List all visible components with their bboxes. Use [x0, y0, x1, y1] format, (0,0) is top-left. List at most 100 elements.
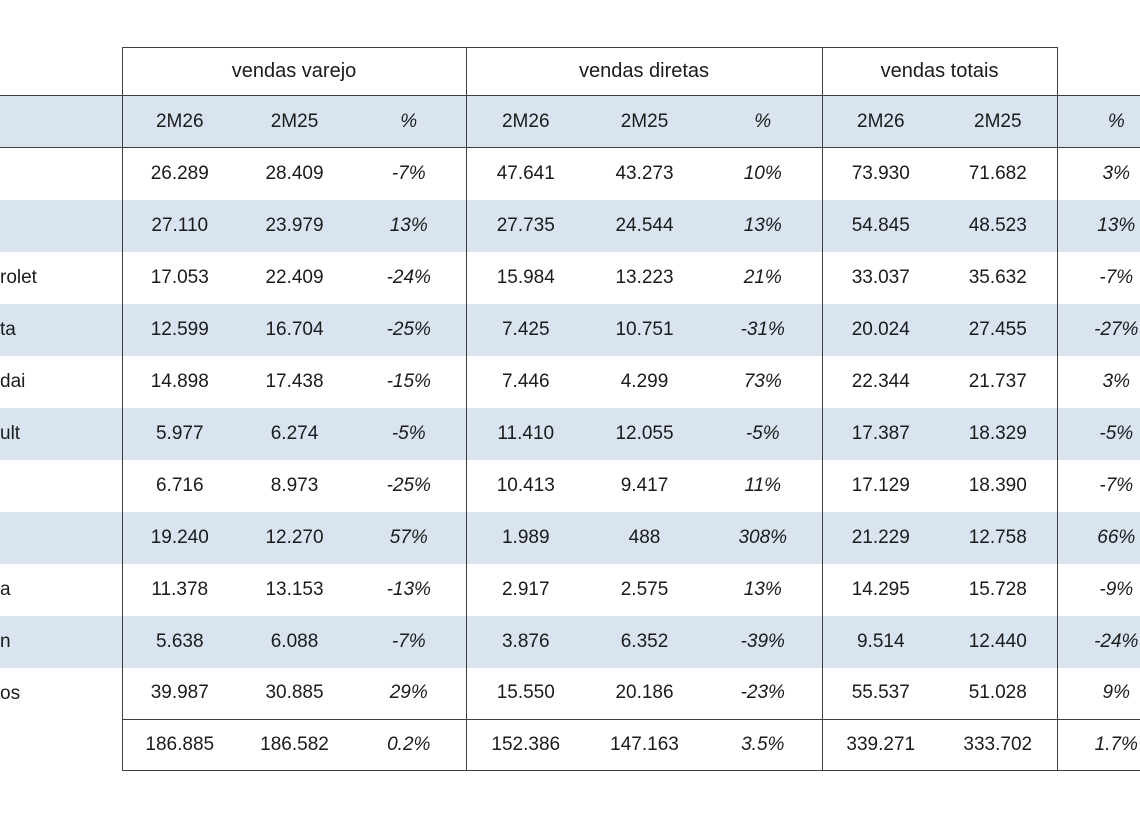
value-cell: 27.455	[939, 303, 1058, 356]
value-cell: 48.523	[939, 199, 1058, 252]
brand-label	[0, 148, 122, 200]
value-cell: 20.024	[821, 303, 940, 356]
value-cell: 18.329	[939, 407, 1058, 460]
value-cell: 22.344	[821, 355, 940, 408]
value-cell: 15.728	[968, 578, 1027, 600]
value-cell: 6.088	[237, 615, 352, 668]
value-cell: 6.274	[237, 407, 352, 460]
value-cell: 5.638	[121, 615, 237, 668]
value-cell: -27%	[1056, 303, 1140, 356]
column-header: 2M25	[939, 95, 1058, 148]
value-cell: 7.446	[465, 355, 585, 408]
brand-label	[0, 199, 122, 252]
brand-row: 26.289 28.409 -7% 47.641 43.273 10% 73.930 71.6…	[0, 147, 1140, 200]
brand-row: os 39.987 30.885 29% 15.550 20.186 -23% 55.537 5…	[0, 667, 1140, 720]
value-cell: 30.885	[265, 682, 324, 704]
brand-row: 6.716 8.973 -25% 10.413 9.417 11% 17.129 18.390…	[0, 459, 1140, 512]
value-cell: 51.028	[968, 682, 1027, 704]
value-cell: -7%	[1056, 459, 1140, 512]
value-cell: -7%	[391, 162, 426, 184]
value-cell: -23%	[740, 682, 785, 704]
brand-label: os	[0, 682, 21, 704]
column-header: 2M25	[585, 95, 704, 148]
total-value-cell: 333.702	[939, 719, 1058, 771]
value-cell: 17.129	[821, 459, 940, 512]
brand-label: ult	[0, 407, 122, 460]
group-header-row: vendas varejo vendas diretas vendas tota…	[0, 47, 1140, 96]
value-cell: 9.417	[620, 474, 669, 496]
column-header-brand-spacer	[0, 95, 122, 148]
value-cell: -15%	[386, 370, 431, 392]
column-header-row: 2M26 2M25% 2M26 2M25% 2M26 2M25%	[0, 95, 1140, 148]
value-cell: 2.917	[465, 563, 585, 616]
value-cell: 4.299	[620, 370, 669, 392]
brand-row: n 5.638 6.088 -7% 3.876 6.352 -39% 9.514 12.440-…	[0, 615, 1140, 668]
value-cell: 71.682	[968, 162, 1027, 184]
value-cell: 308%	[704, 511, 823, 564]
value-cell: 2.575	[620, 578, 669, 600]
brand-row: ult 5.977 6.274 -5% 11.410 12.055 -5% 17.387 18.…	[0, 407, 1140, 460]
value-cell: -7%	[352, 615, 466, 668]
column-header: %	[704, 95, 823, 148]
value-cell: 28.409	[265, 162, 324, 184]
value-cell: 20.186	[615, 682, 674, 704]
brand-label: dai	[0, 370, 26, 392]
value-cell: 13.153	[265, 578, 324, 600]
value-cell: 13.223	[615, 266, 674, 288]
total-value-cell: 0.2%	[352, 719, 466, 771]
value-cell: 21.229	[821, 511, 940, 564]
value-cell: 73.930	[821, 147, 940, 200]
value-cell: 27.735	[465, 199, 585, 252]
total-value-cell: 152.386	[465, 719, 585, 771]
value-cell: 13%	[743, 578, 782, 600]
value-cell: -9%	[1056, 563, 1140, 616]
group-header-vendas-totais: vendas totais	[821, 47, 1058, 96]
value-cell: 10%	[743, 162, 782, 184]
value-cell: 73%	[743, 370, 782, 392]
value-cell: 17.053	[121, 251, 237, 304]
value-cell: 21.737	[968, 370, 1027, 392]
value-cell: 9%	[1056, 667, 1140, 720]
value-cell: -39%	[704, 615, 823, 668]
value-cell: 18.390	[968, 474, 1027, 496]
value-cell: -31%	[704, 303, 823, 356]
value-cell: 17.387	[821, 407, 940, 460]
group-header-vendas-diretas: vendas diretas	[465, 47, 823, 96]
value-cell: 17.438	[265, 370, 324, 392]
value-cell: -5%	[704, 407, 823, 460]
value-cell: 10.751	[585, 303, 704, 356]
total-value-cell: 3.5%	[704, 719, 823, 771]
value-cell: -25%	[386, 474, 431, 496]
value-cell: -5%	[1056, 407, 1140, 460]
total-value-cell: 186.885	[121, 719, 237, 771]
value-cell: 9.514	[821, 615, 940, 668]
total-row: 186.885 186.582 0.2% 152.386 147.163 3.5% 339.…	[0, 719, 1140, 771]
value-cell: 7.425	[465, 303, 585, 356]
value-cell: 13%	[1056, 199, 1140, 252]
value-cell: 23.979	[237, 199, 352, 252]
value-cell: 43.273	[615, 162, 674, 184]
value-cell: -24%	[386, 266, 431, 288]
value-cell: 16.704	[237, 303, 352, 356]
value-cell: -5%	[352, 407, 466, 460]
value-cell: 6.352	[585, 615, 704, 668]
sales-table: vendas varejo vendas diretas vendas tota…	[0, 47, 1140, 771]
brand-label: a	[0, 578, 11, 600]
value-cell: 47.641	[465, 147, 585, 200]
value-cell: 57%	[352, 511, 466, 564]
brand-label: rolet	[0, 266, 37, 288]
total-value-cell: 339.271	[821, 719, 940, 771]
column-header: %	[352, 95, 466, 148]
column-header: 2M26	[121, 95, 237, 148]
value-cell: 14.898	[121, 355, 237, 408]
value-cell: 24.544	[585, 199, 704, 252]
value-cell: 8.973	[270, 474, 319, 496]
value-cell: -24%	[1056, 615, 1140, 668]
column-header: 2M26	[821, 95, 940, 148]
group-header-right-spacer	[1057, 47, 1140, 96]
value-cell: 3.876	[465, 615, 585, 668]
brand-label: n	[0, 615, 122, 668]
value-cell: 54.845	[821, 199, 940, 252]
value-cell: 33.037	[821, 251, 940, 304]
